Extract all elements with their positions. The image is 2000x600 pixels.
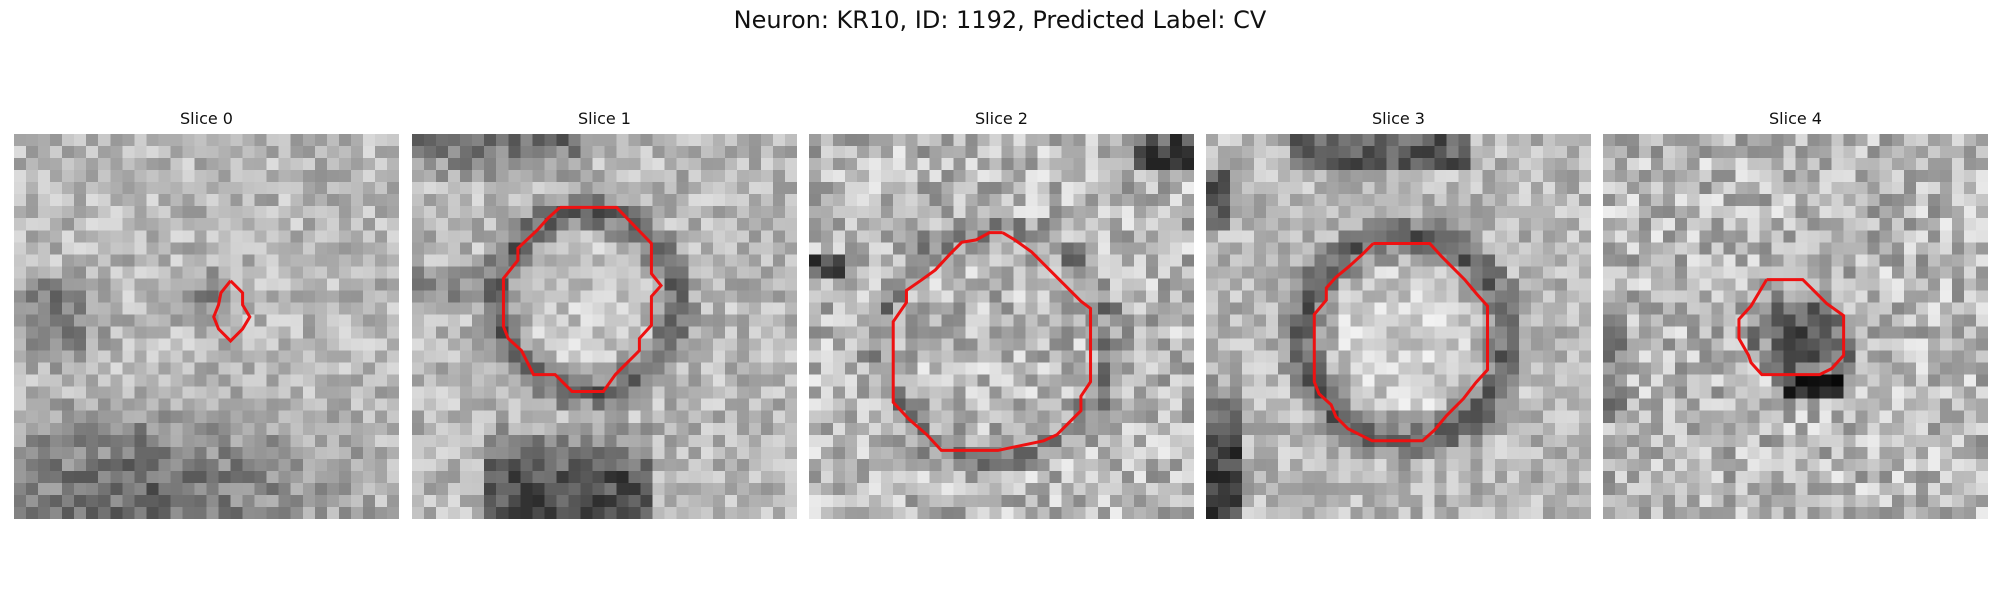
slice-title-2: Slice 2 (975, 109, 1028, 128)
grayscale-pixel-grid-4 (1603, 134, 1988, 519)
slice-panel-4: Slice 4 (1603, 108, 1988, 519)
figure-title: Neuron: KR10, ID: 1192, Predicted Label:… (733, 6, 1267, 34)
slice-image-2 (809, 134, 1194, 519)
segmentation-contour-1 (501, 205, 664, 393)
slice-title-0: Slice 0 (180, 109, 233, 128)
slice-panel-3: Slice 3 (1206, 108, 1591, 519)
grayscale-pixel-grid-0 (14, 134, 399, 519)
slice-title-3: Slice 3 (1372, 109, 1425, 128)
slice-title-4: Slice 4 (1769, 109, 1822, 128)
slice-image-4 (1603, 134, 1988, 519)
grayscale-pixel-grid-2 (809, 134, 1194, 519)
slice-title-1: Slice 1 (578, 109, 631, 128)
segmentation-contour-0 (212, 279, 252, 344)
segmentation-contour-2 (891, 231, 1093, 452)
segmentation-contour-3 (1312, 241, 1490, 443)
slice-panel-1: Slice 1 (412, 108, 797, 519)
slice-panel-0: Slice 0 (14, 108, 399, 519)
segmentation-contour-4 (1737, 278, 1846, 377)
slice-image-0 (14, 134, 399, 519)
slice-panel-2: Slice 2 (809, 108, 1194, 519)
slice-image-1 (412, 134, 797, 519)
slice-image-3 (1206, 134, 1591, 519)
grayscale-pixel-grid-1 (412, 134, 797, 519)
grayscale-pixel-grid-3 (1206, 134, 1591, 519)
